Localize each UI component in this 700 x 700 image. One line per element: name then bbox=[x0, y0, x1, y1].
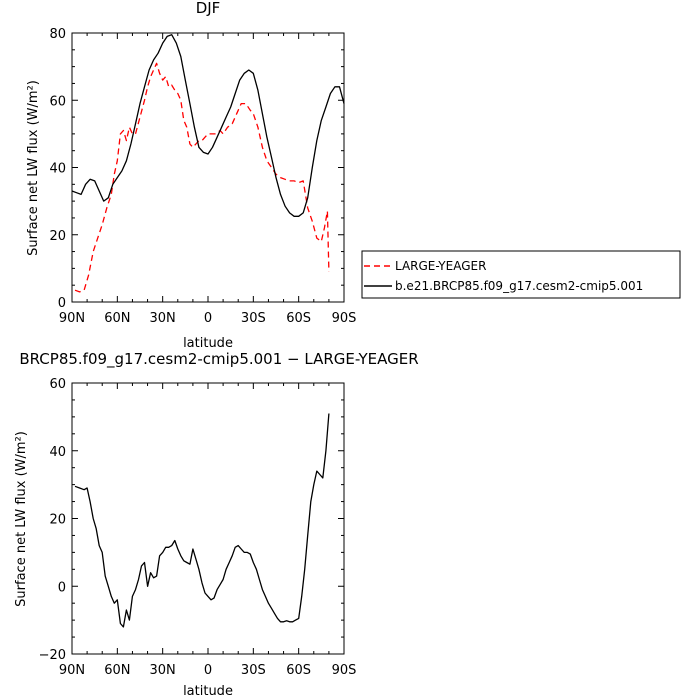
x-tick-label: 30N bbox=[150, 663, 176, 678]
x-tick-label: 60S bbox=[286, 311, 311, 326]
bottom-panel: BRCP85.f09_g17.cesm2-cmip5.001 − LARGE-Y… bbox=[14, 350, 419, 699]
top-x-axis-label: latitude bbox=[183, 336, 233, 351]
y-tick-label: 0 bbox=[58, 296, 66, 311]
series-line-b-e21-brcp85-f09-g17-cesm2-cmip5-001 bbox=[71, 34, 345, 217]
legend-label-cesm2: b.e21.BRCP85.f09_g17.cesm2-cmip5.001 bbox=[395, 279, 643, 293]
y-tick-label: −20 bbox=[39, 648, 66, 663]
plot-frame bbox=[71, 32, 345, 303]
x-tick-label: 90S bbox=[332, 663, 357, 678]
y-tick-label: 0 bbox=[58, 580, 66, 595]
x-tick-label: 90S bbox=[332, 311, 357, 326]
top-panel: DJF 90N 60N 30N 0 30S 60S 90S 0 20 40 60 80 latitud… bbox=[26, 0, 356, 351]
x-tick-label: 30S bbox=[241, 663, 266, 678]
y-tick-label: 20 bbox=[49, 513, 66, 528]
y-tick-label: 80 bbox=[49, 27, 66, 42]
top-y-axis-label: Surface net LW flux (W/m²) bbox=[26, 80, 41, 256]
x-tick-label: 30N bbox=[150, 311, 176, 326]
x-tick-label: 30S bbox=[241, 311, 266, 326]
series-line-large-yeager bbox=[74, 62, 330, 293]
x-tick-label: 0 bbox=[204, 663, 212, 678]
x-tick-label: 60N bbox=[104, 663, 130, 678]
bottom-y-axis-label: Surface net LW flux (W/m²) bbox=[14, 431, 29, 607]
x-tick-label: 60N bbox=[104, 311, 130, 326]
y-tick-label: 40 bbox=[49, 445, 66, 460]
bottom-x-axis-label: latitude bbox=[183, 684, 233, 699]
legend-label-large-yeager: LARGE-YEAGER bbox=[395, 259, 486, 273]
x-tick-label: 90N bbox=[59, 311, 85, 326]
y-tick-label: 20 bbox=[49, 229, 66, 244]
plot-frame bbox=[71, 382, 345, 655]
bottom-chart-title: BRCP85.f09_g17.cesm2-cmip5.001 − LARGE-Y… bbox=[19, 350, 418, 369]
y-tick-label: 40 bbox=[49, 162, 66, 177]
x-tick-label: 90N bbox=[59, 663, 85, 678]
y-tick-label: 60 bbox=[49, 377, 66, 392]
top-chart-title: DJF bbox=[196, 0, 221, 17]
series-line-diff-0 bbox=[74, 413, 330, 628]
legend: LARGE-YEAGER b.e21.BRCP85.f09_g17.cesm2-… bbox=[361, 250, 681, 299]
x-tick-label: 0 bbox=[204, 311, 212, 326]
legend-box bbox=[361, 250, 681, 299]
y-tick-label: 60 bbox=[49, 94, 66, 109]
x-tick-label: 60S bbox=[286, 663, 311, 678]
